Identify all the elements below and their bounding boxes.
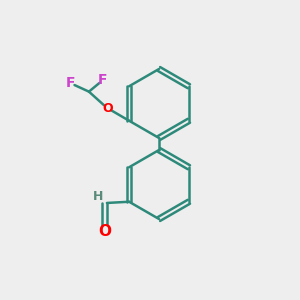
Text: F: F xyxy=(98,73,107,87)
Text: O: O xyxy=(102,102,113,115)
Text: F: F xyxy=(66,76,75,90)
Text: H: H xyxy=(93,190,103,203)
Text: O: O xyxy=(98,224,111,239)
